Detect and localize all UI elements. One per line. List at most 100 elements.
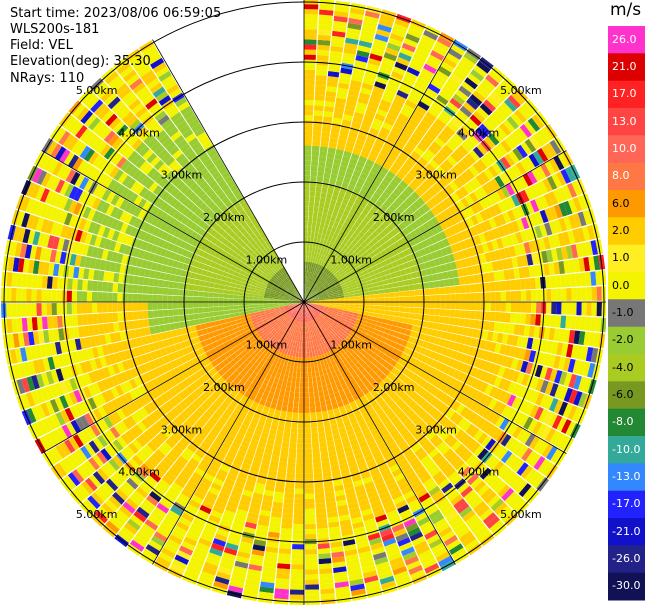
range-gate <box>560 315 567 329</box>
range-gate <box>499 344 507 355</box>
range-gate <box>277 425 285 432</box>
range-gate <box>361 317 368 322</box>
range-gate <box>578 257 586 272</box>
range-gate <box>562 184 573 200</box>
range-gate <box>110 399 121 411</box>
range-gate <box>435 265 443 274</box>
range-gate <box>339 262 346 269</box>
range-gate <box>313 325 317 331</box>
range-gate <box>566 302 572 315</box>
range-gate <box>104 461 117 475</box>
range-gate <box>455 89 469 102</box>
range-gate <box>356 379 364 387</box>
range-gate <box>304 261 306 267</box>
range-gate <box>115 384 124 396</box>
range-gate <box>379 223 387 231</box>
range-gate <box>347 342 353 349</box>
range-gate <box>344 269 351 275</box>
range-gate <box>239 388 247 396</box>
range-gate <box>236 334 243 340</box>
range-gate <box>527 170 538 185</box>
range-gate <box>338 82 350 90</box>
range-gate <box>511 207 521 220</box>
range-gate <box>223 547 238 556</box>
range-gate <box>461 534 477 547</box>
range-gate <box>447 514 462 526</box>
range-gate <box>92 454 104 468</box>
range-gate <box>268 353 274 359</box>
range-gate <box>536 129 549 145</box>
range-gate <box>432 322 439 330</box>
range-gate <box>186 503 199 514</box>
range-gate <box>319 359 325 366</box>
range-gate <box>310 309 314 315</box>
range-gate <box>315 335 319 341</box>
range-gate <box>447 422 458 434</box>
range-gate <box>379 297 385 302</box>
range-gate <box>347 313 353 318</box>
range-gate <box>572 407 583 422</box>
range-gate <box>277 558 291 565</box>
range-gate <box>402 376 411 385</box>
range-gate <box>385 85 398 94</box>
range-gate <box>274 593 289 600</box>
range-gate <box>377 388 386 396</box>
range-gate <box>520 189 530 203</box>
range-gate <box>346 558 360 567</box>
range-gate <box>277 334 282 341</box>
range-gate <box>83 498 97 513</box>
range-gate <box>361 331 367 338</box>
range-gate <box>300 367 304 373</box>
range-gate <box>361 340 368 347</box>
range-gate <box>328 450 337 457</box>
range-gate <box>423 477 435 488</box>
range-gate <box>158 445 169 456</box>
range-gate <box>219 464 231 473</box>
range-gate <box>397 504 410 514</box>
range-gate <box>374 298 380 302</box>
range-gate <box>549 368 558 383</box>
range-gate <box>314 340 318 346</box>
range-gate <box>347 460 358 468</box>
range-gate <box>389 341 397 348</box>
range-gate <box>313 313 318 318</box>
range-gate <box>290 386 295 393</box>
range-gate <box>358 289 364 294</box>
range-gate <box>401 340 408 347</box>
range-gate <box>443 534 458 547</box>
range-gate <box>326 501 337 508</box>
range-gate <box>435 294 441 302</box>
range-gate <box>468 319 475 329</box>
range-gate <box>221 412 230 421</box>
range-gate <box>439 382 449 393</box>
range-gate <box>458 432 469 444</box>
range-gate <box>499 467 512 481</box>
range-gate <box>456 502 470 514</box>
range-gate <box>448 367 457 377</box>
range-gate <box>222 425 231 434</box>
range-gate <box>352 312 359 317</box>
range-gate <box>280 385 287 391</box>
range-gate <box>228 329 235 335</box>
range-gate <box>371 380 379 388</box>
range-gate <box>202 373 210 382</box>
range-gate <box>316 376 321 382</box>
range-gate <box>417 256 424 265</box>
range-gate <box>549 206 559 220</box>
range-gate <box>333 257 339 263</box>
range-gate <box>170 505 183 517</box>
range-gate <box>396 338 403 345</box>
range-gate <box>353 186 361 194</box>
range-gate <box>319 285 324 290</box>
range-gate <box>313 319 317 325</box>
range-gate <box>87 384 97 397</box>
range-gate <box>186 416 196 426</box>
range-gate <box>388 391 397 400</box>
range-gate <box>394 94 407 104</box>
range-gate <box>97 506 112 520</box>
range-gate <box>424 288 430 296</box>
range-gate <box>315 406 322 413</box>
range-gate <box>405 33 420 44</box>
range-gate <box>318 563 332 570</box>
range-gate <box>239 499 251 507</box>
